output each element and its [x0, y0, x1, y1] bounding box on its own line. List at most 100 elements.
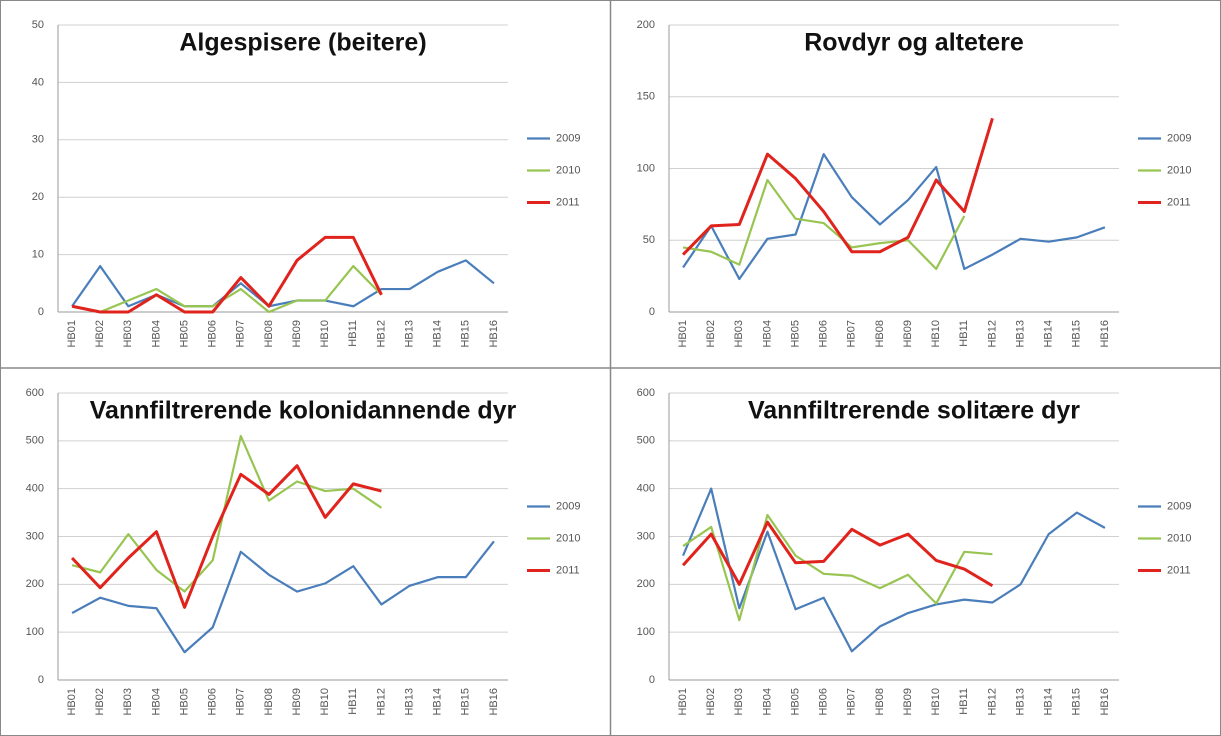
y-tick-label: 600: [26, 387, 44, 399]
series-line: [71, 259, 495, 308]
y-tick-label: 10: [32, 249, 44, 261]
x-tick-label: HB08: [263, 688, 275, 716]
x-tick-label: HB15: [1071, 688, 1083, 716]
x-tick-label: HB16: [1099, 320, 1111, 348]
series-line: [71, 434, 383, 593]
chart-panel: 0 50 100 150 200 HB01 HB02 HB03 HB04 HB05 HB06 HB07…: [637, 19, 1192, 348]
series-line: [71, 235, 383, 314]
x-tick-label: HB02: [705, 320, 717, 348]
series-line: [682, 178, 966, 271]
series-line: [682, 153, 1106, 281]
legend-label: 2009: [1167, 500, 1191, 512]
x-tick-label: HB06: [207, 320, 219, 348]
y-tick-label: 200: [637, 578, 655, 590]
x-tick-label: HB12: [986, 688, 998, 716]
chart-title: Rovdyr og altetere: [804, 29, 1024, 57]
x-tick-label: HB03: [122, 320, 134, 348]
legend-label: 2011: [556, 564, 580, 576]
y-tick-label: 400: [26, 483, 44, 495]
x-tick-label: HB15: [1071, 320, 1083, 348]
x-tick-label: HB03: [733, 320, 745, 348]
series-line: [682, 513, 993, 622]
y-tick-label: 200: [26, 578, 44, 590]
x-tick-label: HB07: [235, 688, 247, 716]
x-tick-label: HB08: [263, 320, 275, 348]
x-tick-label: HB03: [122, 688, 134, 716]
x-tick-label: HB06: [207, 688, 219, 716]
y-tick-label: 100: [637, 162, 655, 174]
legend-label: 2011: [1167, 196, 1191, 208]
chart-title: Vannfiltrerende solitære dyr: [748, 397, 1080, 425]
series-line: [71, 540, 495, 654]
x-tick-label: HB14: [1043, 320, 1055, 348]
x-tick-label: HB13: [403, 320, 415, 348]
x-tick-label: HB14: [432, 688, 444, 716]
x-tick-label: HB02: [94, 320, 106, 348]
y-tick-label: 30: [32, 134, 44, 146]
x-tick-label: HB06: [818, 688, 830, 716]
chart-panel: 0 100 200 300 400 500 600 HB01 HB02 HB03 HB04 HB05 H…: [637, 387, 1192, 716]
x-tick-label: HB12: [375, 688, 387, 716]
y-tick-label: 40: [32, 76, 44, 88]
x-tick-label: HB05: [178, 688, 190, 716]
x-tick-label: HB01: [66, 688, 78, 716]
y-tick-label: 200: [637, 19, 655, 31]
x-tick-label: HB15: [460, 688, 472, 716]
x-tick-label: HB13: [1014, 688, 1026, 716]
series-line: [681, 117, 994, 256]
x-tick-label: HB16: [488, 320, 500, 348]
y-tick-label: 300: [637, 530, 655, 542]
y-tick-label: 0: [649, 674, 655, 686]
y-tick-label: 50: [643, 234, 655, 246]
x-tick-label: HB05: [789, 688, 801, 716]
x-tick-label: HB07: [846, 688, 858, 716]
y-tick-label: 500: [637, 435, 655, 447]
series-line: [681, 520, 994, 588]
x-tick-label: HB04: [761, 688, 773, 716]
x-tick-label: HB05: [789, 320, 801, 348]
y-tick-label: 100: [637, 626, 655, 638]
x-tick-label: HB14: [1043, 688, 1055, 716]
x-tick-label: HB07: [235, 320, 247, 348]
x-tick-label: HB06: [818, 320, 830, 348]
chart-panel: 0 10 20 30 40 50 HB01 HB02 HB03 HB04 HB05 HB06 HB07 H…: [32, 19, 581, 348]
legend-label: 2010: [1167, 164, 1191, 176]
x-tick-label: HB11: [347, 688, 359, 715]
legend-label: 2010: [1167, 532, 1191, 544]
x-tick-label: HB04: [150, 320, 162, 348]
legend-label: 2011: [556, 196, 580, 208]
y-tick-label: 100: [26, 626, 44, 638]
y-tick-label: 600: [637, 387, 655, 399]
x-tick-label: HB14: [432, 320, 444, 348]
chart-panel: 0 100 200 300 400 500 600 HB01 HB02 HB03 HB04 HB05 H…: [26, 387, 581, 716]
series-line: [70, 464, 382, 609]
x-tick-label: HB08: [874, 320, 886, 348]
x-tick-label: HB10: [319, 688, 331, 716]
y-tick-label: 400: [637, 483, 655, 495]
x-tick-label: HB16: [488, 688, 500, 716]
x-tick-label: HB02: [94, 688, 106, 716]
y-tick-label: 50: [32, 19, 44, 31]
legend-label: 2009: [556, 500, 580, 512]
x-tick-label: HB16: [1099, 688, 1111, 716]
x-tick-label: HB01: [677, 320, 689, 348]
x-tick-label: HB01: [677, 688, 689, 716]
x-tick-label: HB10: [930, 688, 942, 716]
x-tick-label: HB02: [705, 688, 717, 716]
x-tick-label: HB09: [902, 688, 914, 716]
y-tick-label: 150: [637, 91, 655, 103]
y-tick-label: 0: [38, 674, 44, 686]
x-tick-label: HB09: [291, 688, 303, 716]
x-tick-label: HB11: [958, 688, 970, 715]
chart-title: Vannfiltrerende kolonidannende dyr: [90, 397, 517, 425]
y-tick-label: 20: [32, 191, 44, 203]
x-tick-label: HB01: [66, 320, 78, 348]
legend-label: 2010: [556, 164, 580, 176]
x-tick-label: HB15: [460, 320, 472, 348]
x-tick-label: HB03: [733, 688, 745, 716]
x-tick-label: HB12: [375, 320, 387, 348]
y-tick-label: 500: [26, 435, 44, 447]
x-tick-label: HB12: [986, 320, 998, 348]
x-tick-label: HB08: [874, 688, 886, 716]
